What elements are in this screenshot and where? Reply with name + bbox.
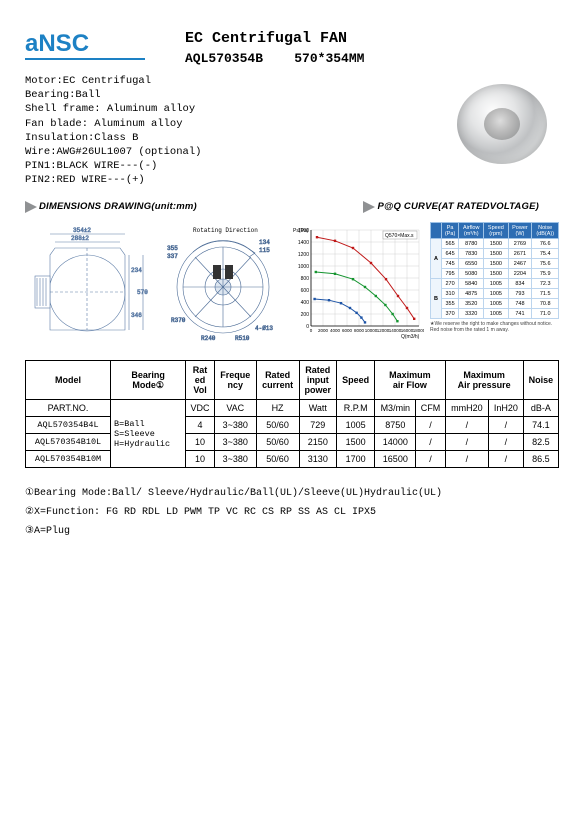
- sub-rpm: R.P.M: [337, 400, 375, 417]
- svg-text:337: 337: [167, 253, 178, 260]
- svg-text:6000: 6000: [342, 328, 353, 333]
- svg-text:1200: 1200: [298, 252, 309, 258]
- spec-line: PIN2:RED WIRE---(+): [25, 173, 444, 187]
- footnotes: ①Bearing Mode:Ball/ Sleeve/Hydraulic/Bal…: [25, 484, 559, 541]
- sub-watt: Watt: [299, 400, 337, 417]
- svg-text:R370: R370: [171, 317, 186, 324]
- sub-m3: M3/min: [375, 400, 416, 417]
- th-bearing: BearingMode①: [111, 361, 186, 400]
- drawing-fan-front: Rotating Direction: [163, 222, 283, 342]
- sub-in: InH20: [489, 400, 524, 417]
- svg-text:Rotating Direction: Rotating Direction: [193, 227, 258, 234]
- svg-text:Ps(Pa): Ps(Pa): [293, 228, 309, 234]
- svg-text:0: 0: [310, 328, 313, 333]
- spec-line: Fan blade: Aluminum alloy: [25, 117, 444, 131]
- spec-line: Shell frame: Aluminum alloy: [25, 102, 444, 116]
- svg-text:18000: 18000: [413, 328, 424, 333]
- svg-text:2000: 2000: [318, 328, 329, 333]
- footnote-1: ①Bearing Mode:Ball/ Sleeve/Hydraulic/Bal…: [25, 484, 559, 503]
- pq-curve-chart: 0200400600800100012001400160002000400060…: [289, 222, 424, 342]
- svg-text:R510: R510: [235, 335, 250, 342]
- svg-text:1400: 1400: [298, 240, 309, 246]
- table-row: AQL570354B4L 43~38050/60 72910058750 ///…: [26, 417, 559, 434]
- model-subtitle: AQL570354B 570*354MM: [185, 51, 559, 66]
- svg-text:200: 200: [301, 312, 310, 318]
- sub-mm: mmH20: [445, 400, 489, 417]
- th-speed: Speed: [337, 361, 375, 400]
- svg-text:8000: 8000: [354, 328, 365, 333]
- sub-part: PART.NO.: [26, 400, 111, 417]
- svg-text:134: 134: [259, 239, 270, 246]
- spec-list: Motor:EC Centrifugal Bearing:Ball Shell …: [25, 74, 444, 187]
- svg-text:600: 600: [301, 288, 310, 294]
- table-row: AQL570354B10L 103~38050/60 2150150014000…: [26, 434, 559, 451]
- svg-text:570: 570: [137, 289, 148, 296]
- sub-vdc: VDC: [186, 400, 215, 417]
- performance-mini-table: Pa(Pa)Airflow(m³/h)Speed(rpm)Power(W)Noi…: [430, 222, 559, 342]
- bearing-legend: B=BallS=SleeveH=Hydraulic: [111, 400, 186, 468]
- product-image: [444, 74, 559, 174]
- footnote-3: ③A=Plug: [25, 522, 559, 541]
- svg-text:R240: R240: [201, 335, 216, 342]
- svg-text:400: 400: [301, 300, 310, 306]
- spec-line: Wire:AWG#26UL1007 (optional): [25, 145, 444, 159]
- th-model: Model: [26, 361, 111, 400]
- drawing-side-profile: 354±2 288±2 234 570 346: [25, 222, 157, 342]
- page-title: EC Centrifugal FAN: [185, 30, 559, 47]
- sub-hz: HZ: [256, 400, 299, 417]
- th-maxair: Maximumair Flow: [375, 361, 445, 400]
- brand-logo: aNSC: [25, 30, 145, 60]
- spec-line: Bearing:Ball: [25, 88, 444, 102]
- spec-table: Model BearingMode① RatedVol Frequency Ra…: [25, 360, 559, 468]
- section-pq-label: P@Q CURVE(AT RATEDVOLTAGE): [363, 201, 559, 212]
- svg-text:Q570×Max.s: Q570×Max.s: [385, 233, 414, 239]
- svg-text:4000: 4000: [330, 328, 341, 333]
- th-maxp: MaximumAir pressure: [445, 361, 523, 400]
- svg-text:115: 115: [259, 247, 270, 254]
- svg-text:354±2: 354±2: [73, 227, 91, 234]
- svg-text:1000: 1000: [298, 264, 309, 270]
- svg-text:355: 355: [167, 245, 178, 252]
- spec-line: PIN1:BLACK WIRE---(-): [25, 159, 444, 173]
- th-rpow: Ratedinputpower: [299, 361, 337, 400]
- svg-text:346: 346: [131, 312, 142, 319]
- svg-text:288±2: 288±2: [71, 235, 89, 242]
- spec-line: Motor:EC Centrifugal: [25, 74, 444, 88]
- th-freq: Frequency: [214, 361, 256, 400]
- svg-text:234: 234: [131, 267, 142, 274]
- sub-cfm: CFM: [416, 400, 445, 417]
- section-dimensions-label: DIMENSIONS DRAWING(unit:mm): [25, 201, 197, 212]
- sub-db: dB-A: [523, 400, 558, 417]
- spec-line: Insulation:Class B: [25, 131, 444, 145]
- sub-vac: VAC: [214, 400, 256, 417]
- table-row: AQL570354B10M 103~38050/60 3130170016500…: [26, 451, 559, 468]
- svg-text:800: 800: [301, 276, 310, 282]
- svg-text:Q(m3/h): Q(m3/h): [401, 334, 420, 340]
- footnote-2: ②X=Function: FG RD RDL LD PWM TP VC RC C…: [25, 503, 559, 522]
- svg-text:4-Ø13: 4-Ø13: [255, 325, 273, 332]
- th-ratedvol: RatedVol: [186, 361, 215, 400]
- mini-table-footnote: ★We reserve the right to make changes wi…: [430, 321, 559, 333]
- th-noise: Noise: [523, 361, 558, 400]
- th-rcur: Ratedcurrent: [256, 361, 299, 400]
